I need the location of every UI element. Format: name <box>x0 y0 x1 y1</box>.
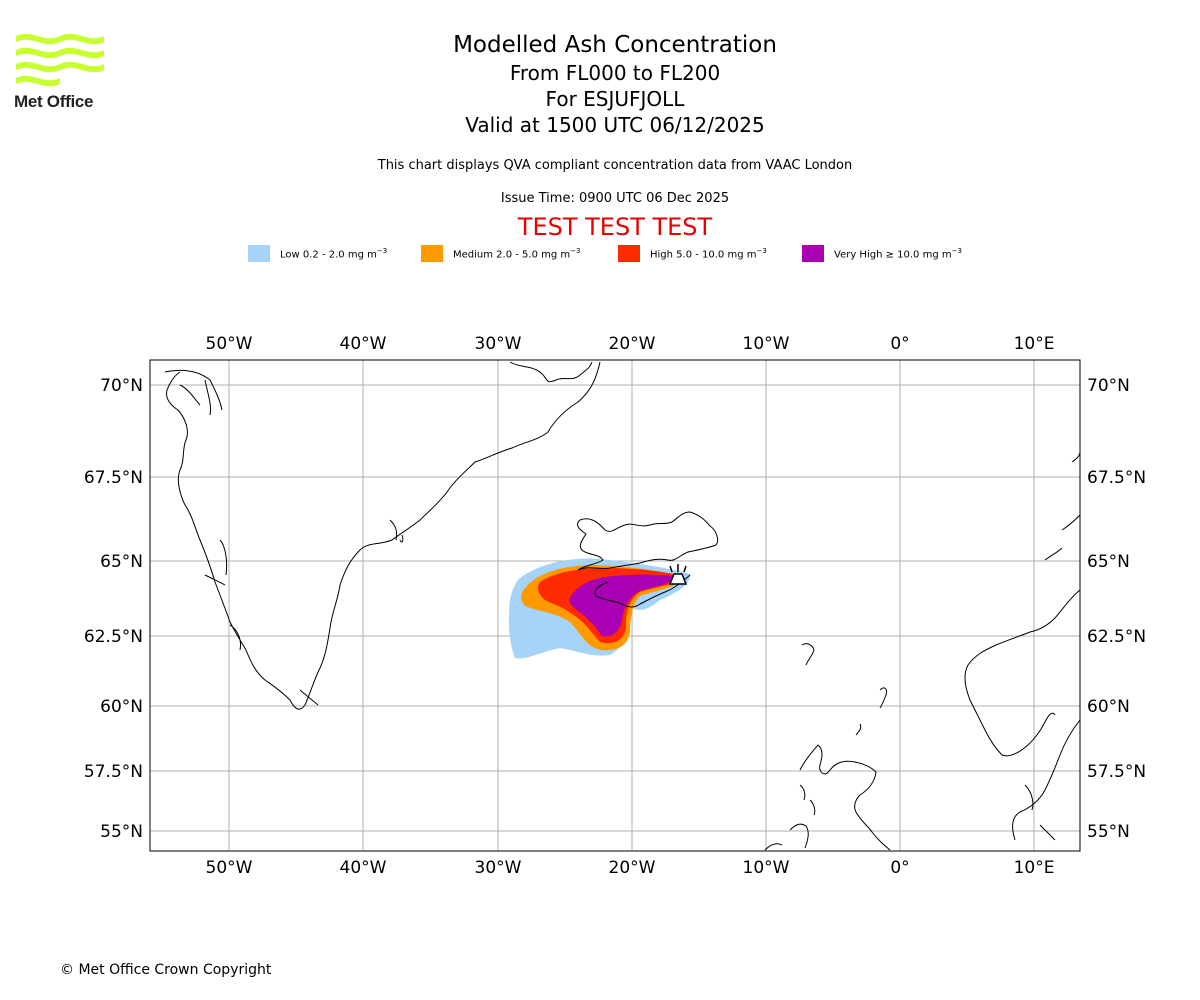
coastline-greenland <box>164 361 601 710</box>
flight-levels: From FL000 to FL200 <box>509 61 721 85</box>
lon-tick-top: 0° <box>890 334 909 354</box>
coastline-shetland <box>879 687 887 709</box>
subtitle: This chart displays QVA compliant concen… <box>377 158 853 173</box>
lon-tick-bottom: 10°W <box>743 858 790 878</box>
lat-tick-left: 70°N <box>100 376 143 396</box>
volcano-icon <box>668 564 688 585</box>
lat-tick-left: 60°N <box>100 697 143 717</box>
coastline-faroe <box>801 643 815 666</box>
lat-ticks-left: 70°N 67.5°N 65°N 62.5°N 60°N 57.5°N 55°N <box>84 376 143 842</box>
lat-tick-right: 62.5°N <box>1087 627 1146 647</box>
coastline-hebrides <box>799 723 862 816</box>
test-banner: TEST TEST TEST <box>517 213 713 241</box>
lat-ticks-right: 70°N 67.5°N 65°N 62.5°N 60°N 57.5°N 55°N <box>1087 376 1146 842</box>
lat-tick-right: 57.5°N <box>1087 762 1146 782</box>
coastline-scotland <box>764 744 891 851</box>
lon-tick-bottom: 10°E <box>1014 858 1055 878</box>
legend-swatch-very-high <box>802 245 824 262</box>
lon-tick-bottom: 0° <box>890 858 909 878</box>
chart-title: Modelled Ash Concentration <box>453 32 777 58</box>
lon-tick-top: 40°W <box>340 334 387 354</box>
lon-tick-bottom: 40°W <box>340 858 387 878</box>
met-office-logo: Met Office <box>14 30 108 112</box>
lon-tick-top: 20°W <box>609 334 656 354</box>
lon-tick-top: 10°W <box>743 334 790 354</box>
lon-tick-bottom: 50°W <box>206 858 253 878</box>
coastline-iceland-south <box>594 574 691 608</box>
lat-tick-left: 57.5°N <box>84 762 143 782</box>
lat-tick-left: 67.5°N <box>84 468 143 488</box>
lat-tick-right: 70°N <box>1087 376 1130 396</box>
logo-text: Met Office <box>14 92 94 111</box>
coastline-norway <box>964 451 1080 757</box>
lat-tick-right: 65°N <box>1087 552 1130 572</box>
lon-tick-bottom: 30°W <box>475 858 522 878</box>
legend-label-medium: Medium 2.0 - 5.0 mg m−3 <box>453 247 581 261</box>
lon-ticks-top: 50°W 40°W 30°W 20°W 10°W 0° 10°E <box>206 334 1055 354</box>
lat-tick-right: 60°N <box>1087 697 1130 717</box>
lat-tick-right: 55°N <box>1087 822 1130 842</box>
lon-tick-bottom: 20°W <box>609 858 656 878</box>
lat-tick-left: 55°N <box>100 822 143 842</box>
met-office-waves-icon <box>16 33 104 87</box>
coastline-iceland <box>577 511 719 571</box>
volcano-name: For ESJUFJOLL <box>545 87 685 111</box>
coastline-greenland-fjords <box>179 379 404 706</box>
legend-swatch-high <box>618 245 640 262</box>
copyright-footer: © Met Office Crown Copyright <box>60 962 272 978</box>
lon-tick-top: 10°E <box>1014 334 1055 354</box>
lon-tick-top: 30°W <box>475 334 522 354</box>
title-block: Modelled Ash Concentration From FL000 to… <box>365 30 865 138</box>
legend-swatch-low <box>248 245 270 262</box>
legend-label-very-high: Very High ≥ 10.0 mg m−3 <box>834 247 962 261</box>
map-frame <box>149 359 1081 852</box>
coastlines <box>164 361 1080 851</box>
legend-label-low: Low 0.2 - 2.0 mg m−3 <box>280 247 388 261</box>
lat-tick-right: 67.5°N <box>1087 468 1146 488</box>
issue-time: Issue Time: 0900 UTC 06 Dec 2025 <box>500 191 730 206</box>
lon-ticks-bottom: 50°W 40°W 30°W 20°W 10°W 0° 10°E <box>206 858 1055 878</box>
lat-tick-left: 62.5°N <box>84 627 143 647</box>
lon-tick-top: 50°W <box>206 334 253 354</box>
legend-swatch-medium <box>421 245 443 262</box>
legend-label-high: High 5.0 - 10.0 mg m−3 <box>650 247 767 261</box>
lat-tick-left: 65°N <box>100 552 143 572</box>
valid-time: Valid at 1500 UTC 06/12/2025 <box>465 113 765 137</box>
gridlines <box>150 360 1080 851</box>
coastline-sweden <box>1012 719 1080 841</box>
